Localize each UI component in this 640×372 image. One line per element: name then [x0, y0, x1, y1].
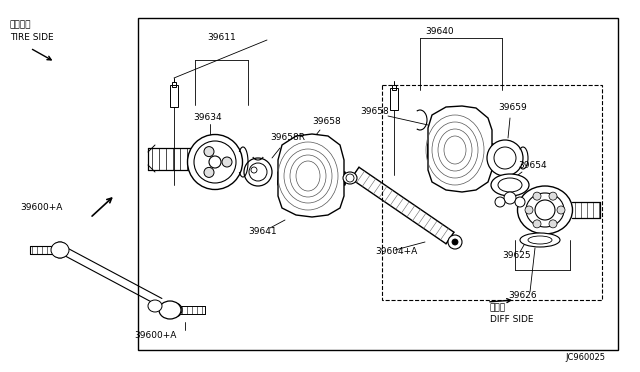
Ellipse shape	[526, 193, 564, 227]
Text: タイヤ側: タイヤ側	[10, 20, 31, 29]
Ellipse shape	[194, 141, 236, 183]
Text: 39625: 39625	[502, 250, 531, 260]
Ellipse shape	[491, 174, 529, 196]
Ellipse shape	[346, 174, 354, 182]
Polygon shape	[428, 106, 492, 192]
Text: 39659: 39659	[498, 103, 527, 112]
Text: 39600+A: 39600+A	[134, 330, 176, 340]
Circle shape	[533, 192, 541, 200]
Circle shape	[204, 147, 214, 157]
Text: TIRE SIDE: TIRE SIDE	[10, 32, 54, 42]
Ellipse shape	[520, 233, 560, 247]
Text: 39604+A: 39604+A	[375, 247, 417, 257]
Polygon shape	[278, 134, 344, 217]
Circle shape	[515, 197, 525, 207]
Ellipse shape	[487, 140, 523, 176]
Ellipse shape	[518, 186, 573, 234]
Text: 39641: 39641	[248, 228, 276, 237]
Circle shape	[222, 157, 232, 167]
Circle shape	[549, 220, 557, 228]
Circle shape	[533, 220, 541, 228]
Circle shape	[525, 206, 533, 214]
Text: デフ側: デフ側	[490, 304, 506, 312]
Ellipse shape	[494, 147, 516, 169]
Circle shape	[535, 200, 555, 220]
Circle shape	[557, 206, 565, 214]
Text: 39654: 39654	[518, 160, 547, 170]
Text: 39611: 39611	[207, 33, 236, 42]
Bar	[172, 82, 176, 87]
Ellipse shape	[343, 172, 357, 184]
Circle shape	[549, 192, 557, 200]
Text: 39634: 39634	[193, 113, 221, 122]
Circle shape	[52, 242, 68, 258]
Ellipse shape	[148, 300, 162, 312]
Ellipse shape	[244, 158, 272, 186]
Text: 39600+A: 39600+A	[20, 203, 62, 212]
Bar	[170, 85, 178, 107]
Circle shape	[495, 197, 505, 207]
Circle shape	[504, 192, 516, 204]
Text: 39626: 39626	[508, 291, 536, 299]
Circle shape	[209, 156, 221, 168]
Text: 39640: 39640	[426, 28, 454, 36]
Circle shape	[452, 239, 458, 245]
Text: DIFF SIDE: DIFF SIDE	[490, 315, 534, 324]
Ellipse shape	[249, 163, 267, 181]
Circle shape	[448, 235, 462, 249]
Circle shape	[168, 303, 182, 317]
Circle shape	[204, 167, 214, 177]
Bar	[392, 85, 396, 90]
Bar	[138, 18, 618, 350]
Ellipse shape	[188, 135, 243, 189]
Text: 39658: 39658	[360, 108, 388, 116]
Ellipse shape	[159, 301, 181, 319]
Text: JC960025: JC960025	[565, 353, 605, 362]
Ellipse shape	[51, 242, 69, 258]
Ellipse shape	[528, 236, 552, 244]
Bar	[390, 88, 398, 110]
Ellipse shape	[498, 178, 522, 192]
Bar	[382, 85, 602, 300]
Text: 39658: 39658	[312, 118, 340, 126]
Text: 39658R: 39658R	[270, 134, 305, 142]
